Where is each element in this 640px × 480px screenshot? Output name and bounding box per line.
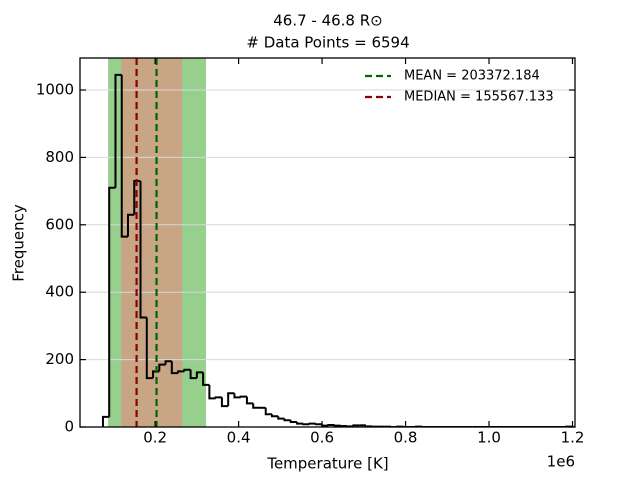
y-tick-label: 600 xyxy=(45,215,74,233)
histogram-bin xyxy=(183,368,191,372)
x-tick-label: 0.8 xyxy=(394,429,418,447)
plot-frame xyxy=(79,57,576,428)
histogram-bin xyxy=(296,421,304,425)
x-tick-label: 0.4 xyxy=(227,429,251,447)
histogram-bin xyxy=(364,425,373,427)
histogram-bin xyxy=(333,424,341,427)
shaded-span xyxy=(121,58,183,427)
x-axis-label: Temperature [K] xyxy=(266,455,388,473)
histogram-bin xyxy=(145,317,154,380)
y-tick-label: 1000 xyxy=(36,81,74,99)
histogram-bin xyxy=(133,180,141,215)
histogram-bin xyxy=(158,363,166,372)
histogram-bin xyxy=(214,396,222,399)
histogram-bin xyxy=(114,73,122,188)
y-tick-label: 200 xyxy=(45,350,74,368)
histogram-bin xyxy=(302,423,310,426)
histogram-bin xyxy=(101,415,110,427)
histogram-bin xyxy=(327,423,335,426)
histogram-bin xyxy=(239,395,247,398)
chart-title: 46.7 - 46.8 R⊙ xyxy=(273,12,383,30)
histogram-bin xyxy=(308,422,316,425)
histogram-bin xyxy=(108,186,116,417)
histogram-bin xyxy=(195,371,204,379)
histogram-bin xyxy=(264,407,272,416)
histogram-bin xyxy=(283,418,291,422)
histogram-bin xyxy=(227,392,235,407)
histogram-bin xyxy=(277,416,285,420)
histogram-bin xyxy=(120,74,128,238)
histogram-bin xyxy=(164,360,172,365)
histogram-bin xyxy=(252,403,260,409)
plot-area xyxy=(80,58,575,427)
chart-subtitle: # Data Points = 6594 xyxy=(246,34,409,52)
histogram-bin xyxy=(352,424,360,427)
y-tick-label: 0 xyxy=(64,418,74,436)
histogram-bin xyxy=(126,213,135,237)
x-tick-label: 1.2 xyxy=(561,429,585,447)
y-tick-label: 800 xyxy=(45,148,74,166)
histogram-bin xyxy=(314,423,323,426)
histogram-bin xyxy=(270,414,279,418)
y-tick-label: 400 xyxy=(45,283,74,301)
histogram-bin xyxy=(139,181,147,319)
histogram-bin xyxy=(289,420,298,423)
legend-label: MEDIAN = 155567.133 xyxy=(404,90,554,105)
legend-label: MEAN = 203372.184 xyxy=(404,69,540,84)
x-tick-label: 1.0 xyxy=(477,429,501,447)
histogram-bin xyxy=(170,361,179,375)
histogram-bin xyxy=(189,369,197,380)
x-tick-label: 0.2 xyxy=(143,429,167,447)
histogram-bin xyxy=(245,396,254,405)
histogram-bin xyxy=(177,370,185,374)
histogram-bin xyxy=(202,372,210,386)
histogram-bin xyxy=(220,397,229,408)
x-offset-label: 1e6 xyxy=(547,453,575,471)
x-tick-label: 0.6 xyxy=(310,429,334,447)
histogram-bin xyxy=(208,384,216,400)
histogram-bin xyxy=(233,393,241,399)
y-axis-label: Frequency xyxy=(10,204,28,282)
